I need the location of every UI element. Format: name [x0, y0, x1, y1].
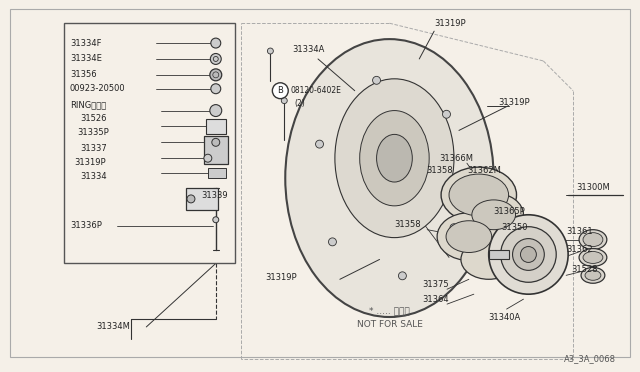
Text: 31319P: 31319P: [74, 158, 106, 167]
Ellipse shape: [579, 248, 607, 266]
Circle shape: [210, 105, 221, 116]
Text: 31358: 31358: [426, 166, 453, 174]
Ellipse shape: [376, 134, 412, 182]
Circle shape: [450, 224, 458, 232]
Circle shape: [316, 140, 323, 148]
Text: 31362M: 31362M: [467, 166, 500, 174]
Ellipse shape: [446, 221, 492, 253]
Circle shape: [372, 76, 381, 84]
Text: 31528: 31528: [571, 265, 598, 274]
Text: (2): (2): [294, 99, 305, 108]
Circle shape: [211, 38, 221, 48]
Circle shape: [513, 238, 544, 270]
Text: 00923-20500: 00923-20500: [70, 84, 125, 93]
Text: 31364: 31364: [422, 295, 449, 304]
Text: 31334A: 31334A: [292, 45, 324, 54]
Circle shape: [500, 227, 556, 282]
Text: 31361: 31361: [566, 227, 593, 236]
Text: NOT FOR SALE: NOT FOR SALE: [356, 320, 422, 330]
Circle shape: [211, 84, 221, 94]
Bar: [186, 188, 218, 210]
Circle shape: [210, 69, 221, 81]
Ellipse shape: [583, 232, 603, 247]
Text: 31334E: 31334E: [70, 54, 102, 64]
Bar: [489, 250, 509, 259]
Ellipse shape: [585, 270, 601, 280]
Text: 31300M: 31300M: [576, 183, 610, 192]
Ellipse shape: [464, 193, 524, 237]
Ellipse shape: [472, 200, 516, 230]
Ellipse shape: [335, 79, 454, 238]
Bar: [64, 23, 235, 263]
Text: 31340A: 31340A: [489, 312, 521, 321]
Text: 31350: 31350: [502, 223, 528, 232]
Text: 31362: 31362: [566, 245, 593, 254]
Text: 31375: 31375: [422, 280, 449, 289]
Ellipse shape: [449, 174, 509, 216]
Bar: [204, 137, 228, 164]
Text: 31319P: 31319P: [499, 98, 531, 107]
Text: 31356: 31356: [70, 70, 97, 79]
Text: 31334M: 31334M: [97, 323, 131, 331]
Circle shape: [399, 272, 406, 280]
Ellipse shape: [579, 230, 607, 250]
Circle shape: [211, 54, 221, 64]
Text: 31339: 31339: [201, 192, 228, 201]
Text: * ..... 非販売: * ..... 非販売: [369, 307, 410, 315]
Circle shape: [204, 154, 212, 162]
Text: 31337: 31337: [80, 144, 106, 153]
Text: 31365P: 31365P: [493, 207, 525, 216]
Text: 31336P: 31336P: [70, 221, 102, 230]
Ellipse shape: [441, 167, 516, 223]
Text: B: B: [277, 86, 284, 95]
Ellipse shape: [583, 251, 603, 263]
Ellipse shape: [581, 267, 605, 283]
Text: A3_3A_0068: A3_3A_0068: [564, 354, 616, 363]
Text: 31334: 31334: [80, 171, 106, 180]
Circle shape: [282, 98, 287, 104]
Text: 31319P: 31319P: [434, 19, 466, 28]
Circle shape: [212, 138, 220, 146]
Circle shape: [273, 83, 288, 99]
Text: RINGリング: RINGリング: [70, 100, 106, 109]
Circle shape: [268, 48, 273, 54]
Text: 31358: 31358: [394, 220, 421, 229]
Bar: [206, 119, 226, 134]
Circle shape: [442, 110, 451, 118]
Ellipse shape: [461, 240, 516, 279]
Text: 31319P: 31319P: [266, 273, 297, 282]
Ellipse shape: [437, 213, 500, 260]
Bar: [208, 168, 226, 178]
Text: 08120-6402E: 08120-6402E: [290, 86, 341, 95]
Text: 31526: 31526: [80, 114, 106, 123]
Text: 31366M: 31366M: [439, 154, 473, 163]
Ellipse shape: [285, 39, 493, 317]
Circle shape: [328, 238, 337, 246]
Ellipse shape: [360, 110, 429, 206]
Circle shape: [489, 215, 568, 294]
Circle shape: [520, 247, 536, 262]
Circle shape: [213, 217, 219, 223]
Text: 31335P: 31335P: [77, 128, 109, 137]
Text: 31334F: 31334F: [70, 39, 101, 48]
Circle shape: [187, 195, 195, 203]
